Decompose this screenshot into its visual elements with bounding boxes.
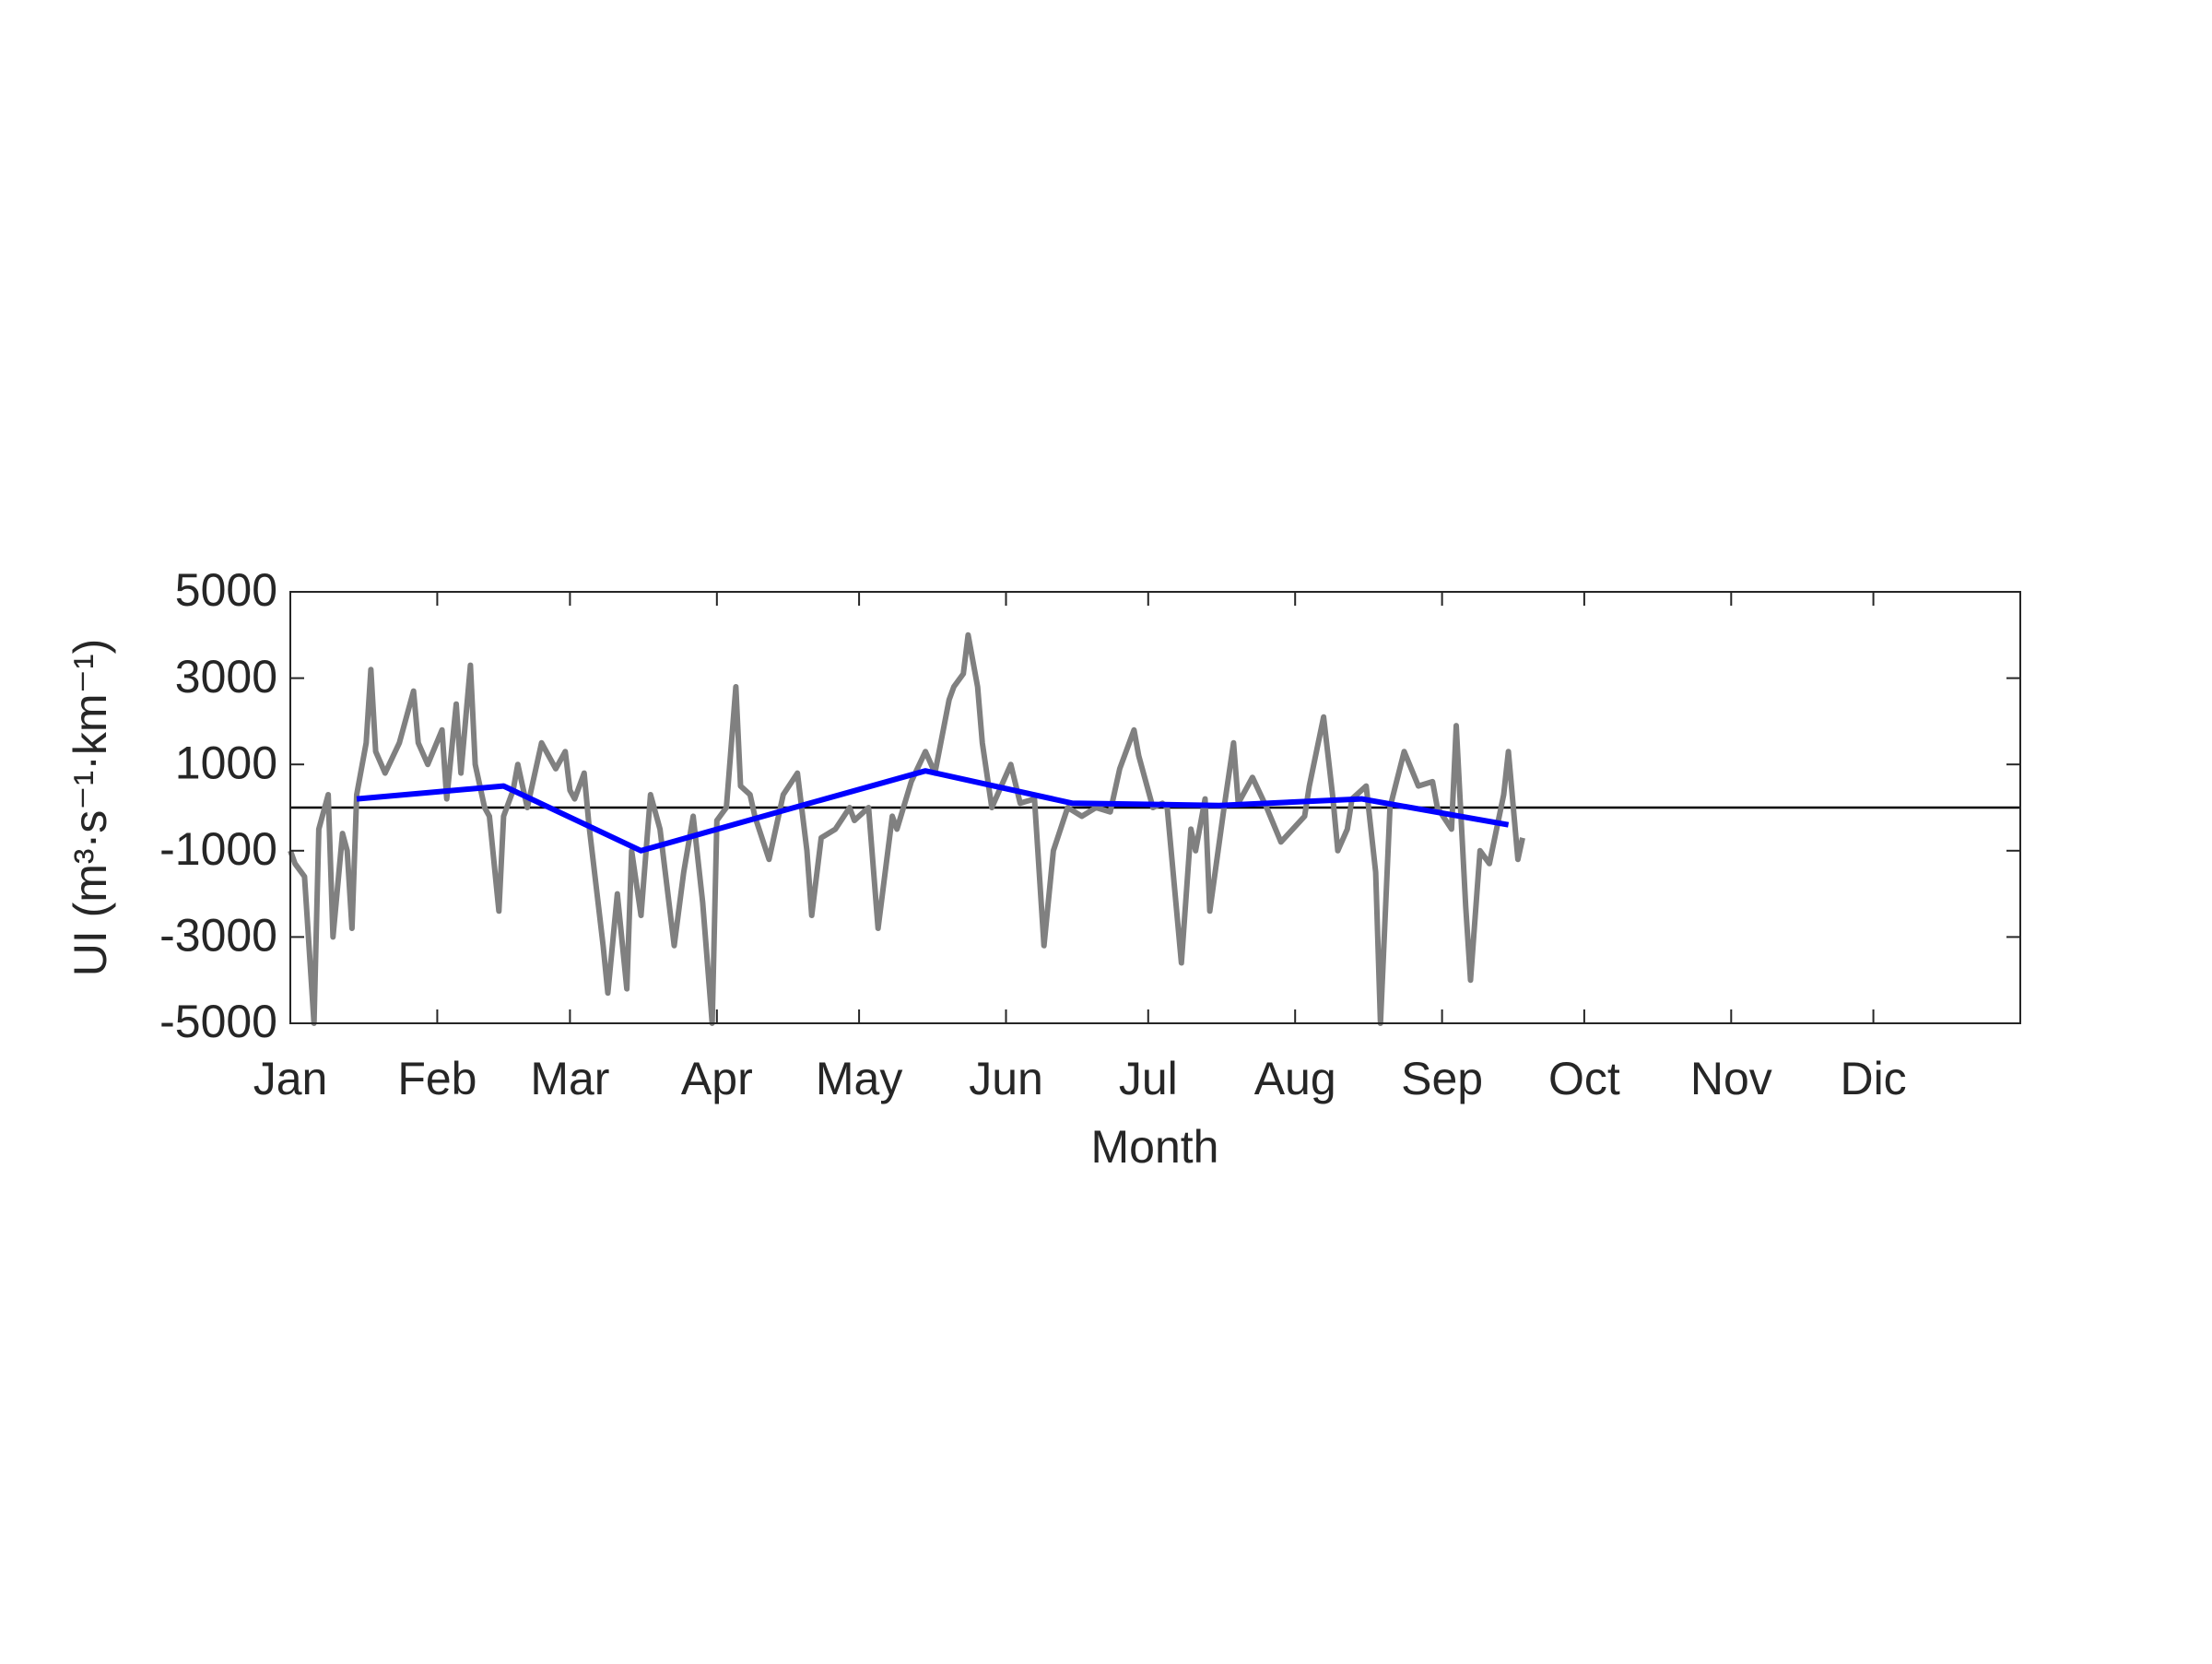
x-tick-label: Jun — [969, 1053, 1043, 1104]
y-tick-label: -3000 — [159, 910, 277, 962]
y-tick-label: 1000 — [175, 737, 277, 788]
x-tick-label: Aug — [1254, 1053, 1336, 1104]
x-tick-label: Jan — [253, 1053, 328, 1104]
series-line — [356, 768, 1510, 854]
y-axis-label: UI (m³·s⁻¹·km⁻¹) — [65, 639, 116, 977]
x-tick-label: Dic — [1840, 1053, 1906, 1104]
series-line — [288, 631, 1525, 1026]
x-tick-label: Jul — [1119, 1053, 1178, 1104]
y-tick-label: -1000 — [159, 823, 277, 875]
x-axis-label: Month — [1091, 1121, 1219, 1173]
x-tick-label: Mar — [530, 1053, 609, 1104]
x-tick-label: Nov — [1690, 1053, 1772, 1104]
x-tick-label: Oct — [1548, 1053, 1620, 1104]
y-tick-label: 5000 — [175, 564, 277, 616]
x-tick-label: Sep — [1401, 1053, 1483, 1104]
y-tick-label: -5000 — [159, 996, 277, 1047]
x-tick-label: Apr — [681, 1053, 753, 1104]
axes-box — [289, 591, 2021, 1024]
y-tick-label: 3000 — [175, 651, 277, 702]
x-tick-label: May — [816, 1053, 902, 1104]
x-tick-label: Feb — [397, 1053, 477, 1104]
